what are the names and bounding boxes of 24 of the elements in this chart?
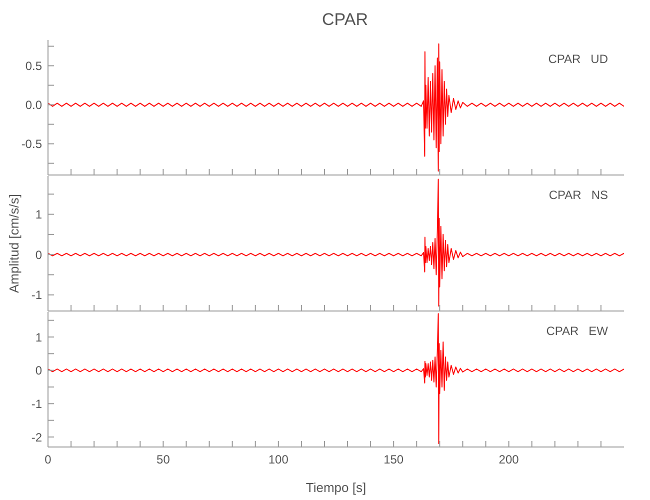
x-tick-label: 150 bbox=[384, 452, 404, 467]
y-tick-label: 0.5 bbox=[25, 59, 42, 74]
line-series bbox=[48, 178, 624, 307]
chart-title: CPAR bbox=[321, 9, 369, 31]
y-tick-label: 1 bbox=[35, 330, 42, 344]
y-tick-label: 1 bbox=[35, 208, 42, 222]
y-tick-label: 0.0 bbox=[25, 98, 42, 112]
y-tick-label: -2 bbox=[31, 430, 42, 444]
y-tick-label: -1 bbox=[31, 396, 42, 411]
x-tick-label: 0 bbox=[44, 452, 52, 467]
y-tick-label: -0.5 bbox=[21, 137, 42, 152]
x-tick-label: 200 bbox=[498, 452, 520, 467]
line-series bbox=[48, 313, 624, 444]
y-tick-label: -1 bbox=[31, 288, 42, 302]
x-tick-label: 50 bbox=[156, 452, 170, 467]
annotation: CPAR NS bbox=[548, 188, 608, 202]
y-tick-label: 0 bbox=[35, 248, 42, 262]
annotation: CPAR UD bbox=[548, 52, 608, 66]
x-axis-title: Tiempo [s] bbox=[306, 480, 366, 495]
y-axis-title: Amplitud [cm/s/s] bbox=[6, 194, 22, 293]
x-tick-label: 100 bbox=[268, 452, 289, 467]
annotation: CPAR EW bbox=[546, 324, 608, 338]
y-tick-label: 0 bbox=[35, 364, 42, 378]
line-series bbox=[48, 43, 624, 172]
